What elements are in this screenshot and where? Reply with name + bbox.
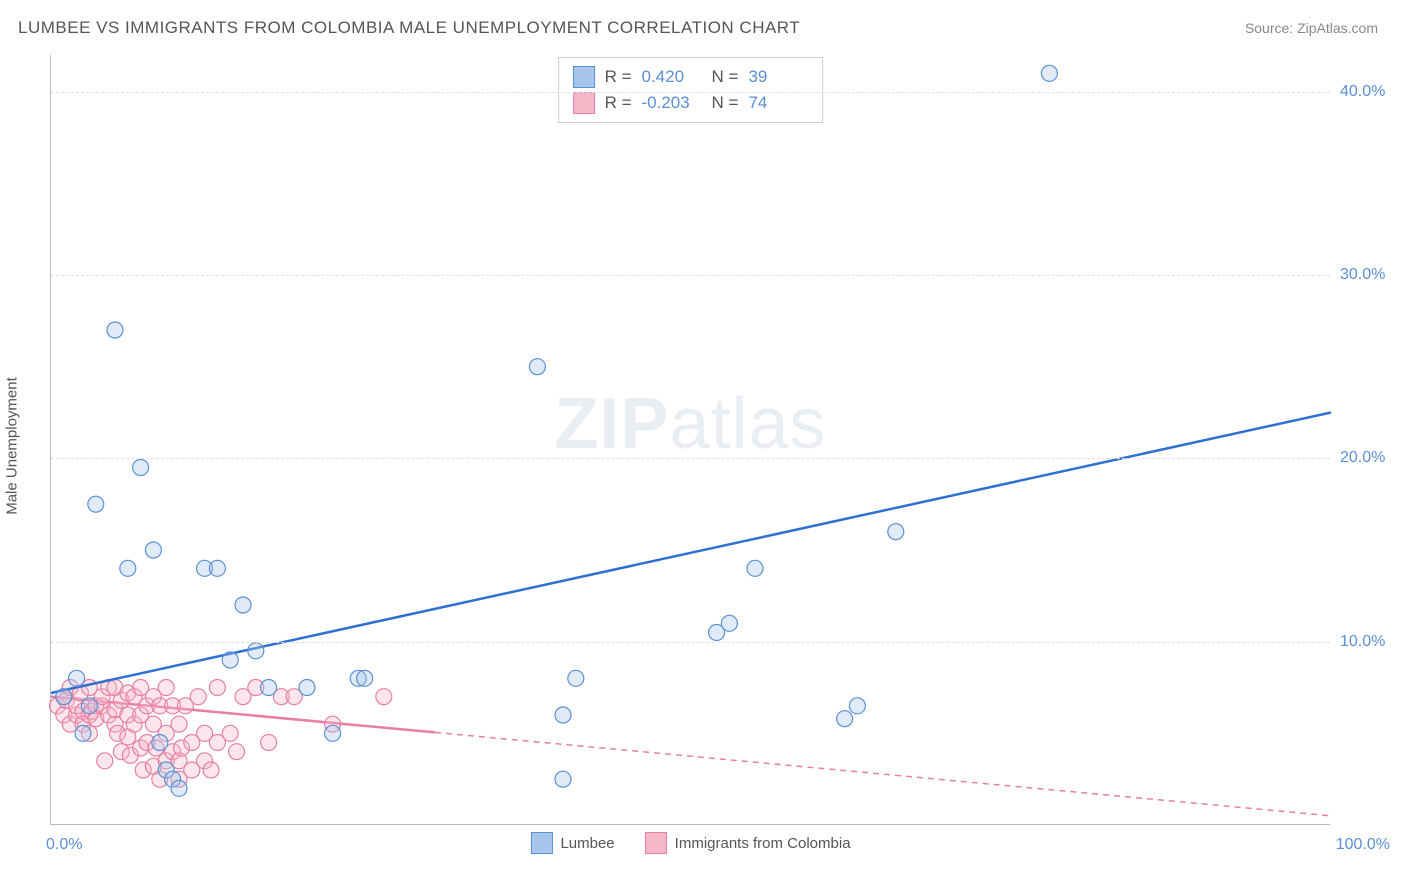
xtick-min: 0.0% <box>46 836 82 854</box>
gridline <box>51 92 1330 93</box>
chart-title: LUMBEE VS IMMIGRANTS FROM COLOMBIA MALE … <box>18 18 800 38</box>
gridline <box>51 642 1330 643</box>
legend-row-colombia: R = -0.203 N = 74 <box>573 90 809 116</box>
n-label: N = <box>712 93 739 113</box>
legend-label-lumbee: Lumbee <box>560 835 614 852</box>
n-value-lumbee: 39 <box>748 67 808 87</box>
source-text: Source: ZipAtlas.com <box>1245 20 1378 36</box>
ytick-label: 30.0% <box>1340 266 1400 284</box>
r-value-lumbee: 0.420 <box>642 67 702 87</box>
swatch-lumbee-icon <box>573 66 595 88</box>
r-label: R = <box>605 67 632 87</box>
r-label: R = <box>605 93 632 113</box>
gridline <box>51 275 1330 276</box>
scatter-svg <box>51 55 1330 824</box>
legend-label-colombia: Immigrants from Colombia <box>675 835 851 852</box>
r-value-colombia: -0.203 <box>642 93 702 113</box>
legend-item-lumbee: Lumbee <box>530 832 614 854</box>
gridline <box>51 458 1330 459</box>
n-value-colombia: 74 <box>748 93 808 113</box>
ytick-label: 20.0% <box>1340 449 1400 467</box>
y-axis-label: Male Unemployment <box>4 377 21 515</box>
legend-row-lumbee: R = 0.420 N = 39 <box>573 64 809 90</box>
swatch-lumbee-icon <box>530 832 552 854</box>
series-legend: Lumbee Immigrants from Colombia <box>530 832 850 854</box>
swatch-colombia-icon <box>573 92 595 114</box>
swatch-colombia-icon <box>645 832 667 854</box>
xtick-max: 100.0% <box>1336 836 1390 854</box>
chart-plot-area: ZIPatlas R = 0.420 N = 39 R = -0.203 N =… <box>50 55 1330 825</box>
correlation-legend: R = 0.420 N = 39 R = -0.203 N = 74 <box>558 57 824 123</box>
ytick-label: 10.0% <box>1340 633 1400 651</box>
n-label: N = <box>712 67 739 87</box>
legend-item-colombia: Immigrants from Colombia <box>645 832 851 854</box>
ytick-label: 40.0% <box>1340 83 1400 101</box>
